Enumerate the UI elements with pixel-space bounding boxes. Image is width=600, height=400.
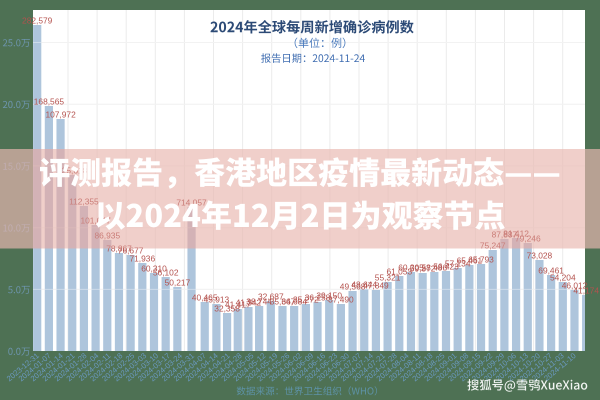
svg-text:45,913: 45,913 xyxy=(204,295,230,305)
svg-text:38,744: 38,744 xyxy=(246,297,272,307)
svg-text:61,053: 61,053 xyxy=(386,267,412,277)
svg-text:71,936: 71,936 xyxy=(129,254,155,264)
svg-text:73,028: 73,028 xyxy=(527,251,553,261)
svg-text:47,849: 47,849 xyxy=(363,281,389,291)
svg-text:40,465: 40,465 xyxy=(192,293,218,303)
svg-text:49,568: 49,568 xyxy=(340,282,366,292)
svg-text:57,134: 57,134 xyxy=(445,259,471,269)
svg-text:39,150: 39,150 xyxy=(316,291,342,301)
svg-text:107,972: 107,972 xyxy=(45,110,76,120)
svg-text:32,687: 32,687 xyxy=(258,292,284,302)
svg-text:76,677: 76,677 xyxy=(118,246,144,256)
svg-text:54,204: 54,204 xyxy=(550,273,576,283)
svg-text:112,355: 112,355 xyxy=(69,197,99,207)
svg-text:48,644: 48,644 xyxy=(351,280,377,290)
svg-text:58,486: 58,486 xyxy=(421,263,447,273)
svg-text:32,358: 32,358 xyxy=(214,304,240,314)
svg-text:41,342: 41,342 xyxy=(236,298,262,308)
svg-text:56,102: 56,102 xyxy=(153,268,179,278)
svg-text:714,057: 714,057 xyxy=(176,198,207,208)
svg-text:55,321: 55,321 xyxy=(375,273,401,283)
svg-text:41,174: 41,174 xyxy=(573,286,599,296)
svg-text:36,684: 36,684 xyxy=(281,297,307,307)
svg-text:65,461: 65,461 xyxy=(457,256,483,266)
svg-text:79,246: 79,246 xyxy=(515,234,541,244)
svg-text:76,677: 76,677 xyxy=(118,246,144,256)
svg-text:35,647: 35,647 xyxy=(270,297,296,307)
svg-text:35,272: 35,272 xyxy=(293,295,319,305)
svg-text:37,490: 37,490 xyxy=(328,295,354,305)
svg-text:168,565: 168,565 xyxy=(34,97,65,107)
svg-text:75,247: 75,247 xyxy=(480,241,506,251)
svg-text:59,372: 59,372 xyxy=(410,264,436,274)
svg-text:282,579: 282,579 xyxy=(22,16,53,26)
svg-text:69,461: 69,461 xyxy=(538,266,564,276)
svg-text:81,412: 81,412 xyxy=(503,229,529,239)
svg-text:56,423: 56,423 xyxy=(433,262,459,272)
svg-text:41,417: 41,417 xyxy=(225,300,251,310)
svg-text:101,047: 101,047 xyxy=(80,216,111,226)
svg-text:78,867: 78,867 xyxy=(106,244,132,254)
svg-text:50,217: 50,217 xyxy=(165,278,191,288)
svg-text:86,935: 86,935 xyxy=(94,231,120,241)
svg-text:60,310: 60,310 xyxy=(141,264,167,274)
svg-text:60,305: 60,305 xyxy=(398,263,424,273)
svg-text:36,158: 36,158 xyxy=(305,293,331,303)
svg-text:87,887: 87,887 xyxy=(492,230,518,240)
svg-text:46,012: 46,012 xyxy=(562,281,588,291)
svg-text:125,618: 125,618 xyxy=(57,166,88,176)
svg-text:65,793: 65,793 xyxy=(468,255,494,265)
